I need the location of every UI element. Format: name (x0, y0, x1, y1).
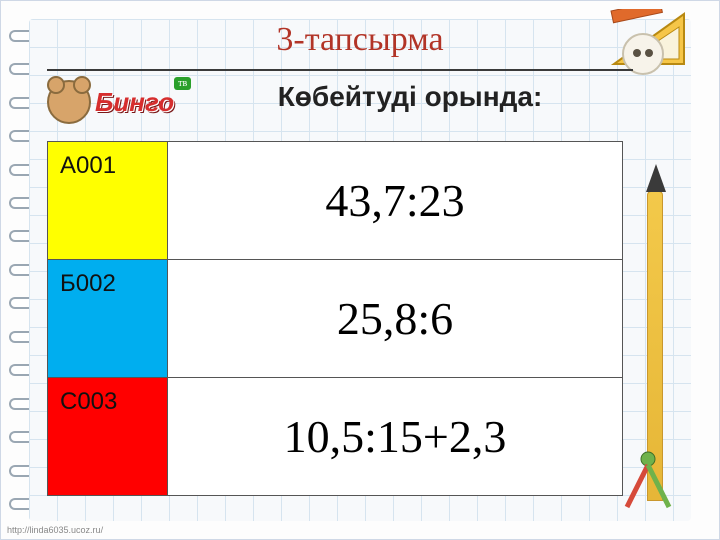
expression-cell: 43,7:23 (168, 142, 623, 260)
watermark-url: http://linda6035.ucoz.ru/ (7, 525, 103, 535)
code-cell: С003 (48, 378, 168, 496)
logo-text: Бинго (95, 87, 174, 118)
bingo-logo: Бинго тв (47, 73, 197, 131)
spiral-binding (9, 19, 33, 521)
code-cell: Б002 (48, 260, 168, 378)
expression-cell: 25,8:6 (168, 260, 623, 378)
task-subtitle: Көбейтуді орында: (201, 81, 619, 113)
slide: Бинго тв 3-тапсырма Көбейтуді орында: А0… (0, 0, 720, 540)
table-row: Б002 25,8:6 (48, 260, 623, 378)
logo-badge: тв (174, 77, 191, 90)
problems-table: А001 43,7:23 Б002 25,8:6 С003 10,5:15+2,… (47, 141, 623, 496)
expression-cell: 10,5:15+2,3 (168, 378, 623, 496)
code-cell: А001 (48, 142, 168, 260)
table-row: С003 10,5:15+2,3 (48, 378, 623, 496)
table-row: А001 43,7:23 (48, 142, 623, 260)
bear-icon (47, 80, 91, 124)
compass-icon (613, 445, 683, 515)
title-underline (47, 69, 633, 71)
task-title: 3-тапсырма (1, 21, 719, 59)
